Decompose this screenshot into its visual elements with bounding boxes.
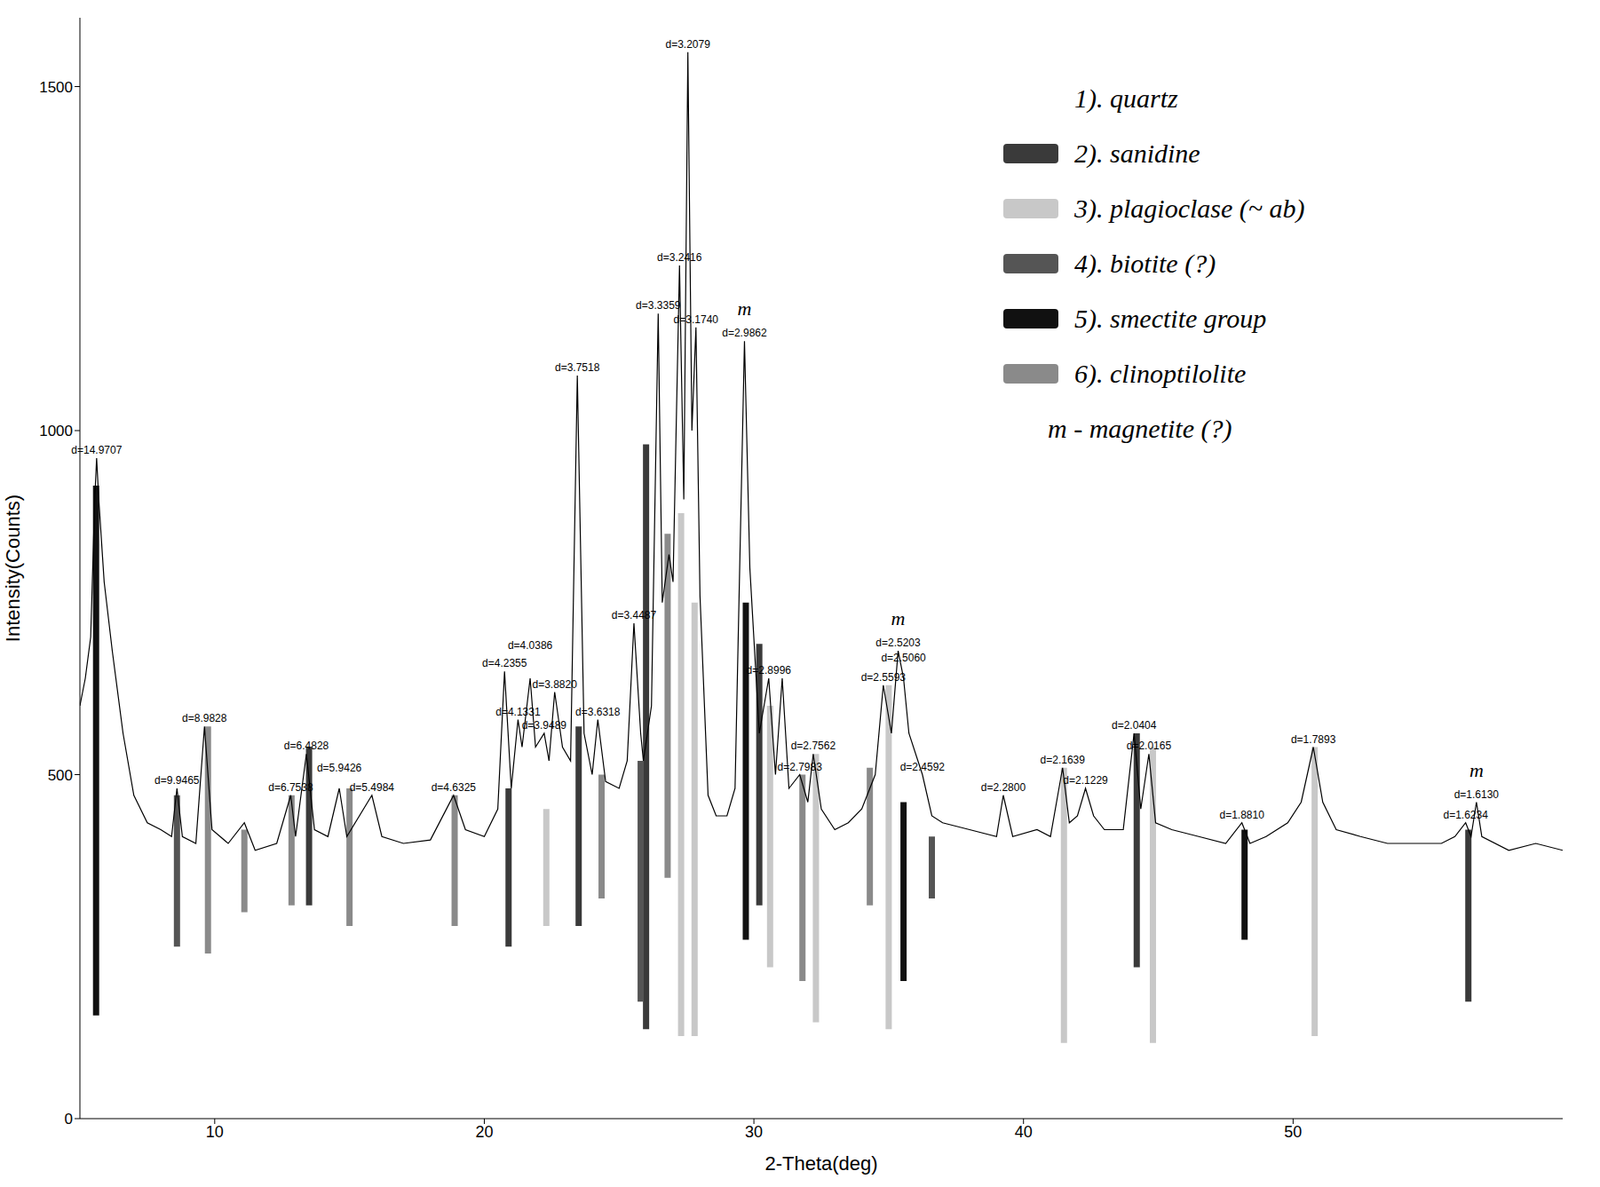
- svg-text:d=2.2800: d=2.2800: [981, 781, 1027, 794]
- svg-text:d=2.5203: d=2.5203: [875, 636, 921, 650]
- svg-text:m: m: [891, 607, 906, 630]
- svg-text:d=3.8820: d=3.8820: [532, 678, 579, 691]
- svg-text:d=2.9862: d=2.9862: [721, 326, 768, 340]
- svg-text:0: 0: [64, 1110, 73, 1128]
- svg-text:d=6.4828: d=6.4828: [284, 739, 330, 753]
- svg-text:30: 30: [744, 1123, 763, 1141]
- svg-text:d=5.4984: d=5.4984: [349, 781, 396, 794]
- svg-text:d=4.2355: d=4.2355: [482, 657, 528, 670]
- svg-text:d=14.9707: d=14.9707: [71, 443, 122, 457]
- svg-text:d=3.9489: d=3.9489: [522, 719, 568, 732]
- svg-text:2-Theta(deg): 2-Theta(deg): [764, 1152, 878, 1175]
- svg-text:1500: 1500: [39, 79, 73, 96]
- svg-text:d=2.1229: d=2.1229: [1062, 774, 1109, 787]
- html-text:6). clinoptilolite: 6). clinoptilolite: [1074, 358, 1246, 389]
- svg-text:20: 20: [475, 1123, 493, 1141]
- svg-text:m: m: [1469, 759, 1484, 782]
- svg-text:d=4.6325: d=4.6325: [431, 781, 477, 794]
- svg-text:d=4.1331: d=4.1331: [495, 705, 541, 719]
- svg-text:d=2.1639: d=2.1639: [1040, 753, 1086, 767]
- svg-text:d=3.4487: d=3.4487: [611, 609, 658, 622]
- svg-text:d=3.1740: d=3.1740: [673, 313, 720, 326]
- html-text:4). biotite (?): 4). biotite (?): [1074, 248, 1216, 278]
- svg-text:d=1.6234: d=1.6234: [1442, 808, 1489, 822]
- html-text:1). quartz: 1). quartz: [1074, 83, 1178, 113]
- svg-text:d=3.6318: d=3.6318: [575, 705, 621, 719]
- svg-text:d=2.0165: d=2.0165: [1126, 739, 1173, 753]
- svg-text:d=8.9828: d=8.9828: [182, 712, 228, 725]
- svg-text:500: 500: [47, 767, 73, 785]
- html-text:3). plagioclase (~ ab): 3). plagioclase (~ ab): [1074, 193, 1305, 223]
- svg-text:d=4.0386: d=4.0386: [507, 639, 554, 652]
- svg-text:d=2.8996: d=2.8996: [746, 664, 793, 677]
- svg-text:d=2.7562: d=2.7562: [791, 739, 837, 753]
- html-text:2). sanidine: 2). sanidine: [1074, 138, 1201, 168]
- svg-text:d=6.7538: d=6.7538: [268, 781, 314, 794]
- svg-text:50: 50: [1283, 1123, 1302, 1141]
- html-text:m - magnetite (?): m - magnetite (?): [1047, 413, 1232, 444]
- svg-text:d=2.0404: d=2.0404: [1111, 719, 1157, 732]
- svg-text:d=2.5060: d=2.5060: [880, 651, 927, 665]
- html-text:5). smectite group: 5). smectite group: [1074, 303, 1267, 333]
- svg-text:Intensity(Counts): Intensity(Counts): [1, 494, 24, 642]
- svg-text:m: m: [737, 297, 753, 320]
- svg-text:d=2.5593: d=2.5593: [861, 671, 907, 684]
- svg-text:1000: 1000: [39, 422, 73, 440]
- svg-text:d=1.6130: d=1.6130: [1454, 788, 1500, 801]
- svg-text:40: 40: [1014, 1123, 1033, 1141]
- svg-text:d=2.7983: d=2.7983: [777, 760, 824, 774]
- svg-text:d=3.2079: d=3.2079: [665, 38, 712, 51]
- svg-text:d=9.9465: d=9.9465: [154, 774, 200, 787]
- svg-text:d=3.7518: d=3.7518: [554, 361, 601, 374]
- svg-text:d=2.4592: d=2.4592: [900, 760, 946, 774]
- svg-text:d=3.2416: d=3.2416: [657, 251, 703, 264]
- svg-text:d=1.7893: d=1.7893: [1291, 733, 1337, 746]
- svg-text:d=5.9426: d=5.9426: [316, 761, 363, 775]
- svg-text:d=1.8810: d=1.8810: [1219, 808, 1265, 822]
- svg-text:10: 10: [205, 1123, 224, 1141]
- svg-text:d=3.3359: d=3.3359: [635, 299, 682, 312]
